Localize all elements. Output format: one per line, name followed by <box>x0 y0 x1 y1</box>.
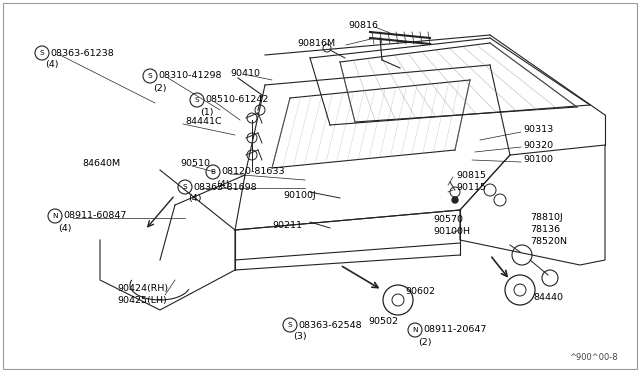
Text: 90410: 90410 <box>230 68 260 77</box>
Text: 78810J: 78810J <box>530 214 563 222</box>
Text: S: S <box>40 50 44 56</box>
Text: 90320: 90320 <box>523 141 553 150</box>
Text: 90816: 90816 <box>348 20 378 29</box>
Text: (2): (2) <box>418 337 431 346</box>
Text: ^900^00-8: ^900^00-8 <box>570 353 618 362</box>
Text: 08510-61242: 08510-61242 <box>205 96 268 105</box>
Text: (1): (1) <box>200 108 214 116</box>
Text: 78136: 78136 <box>530 225 560 234</box>
Text: 08120-81633: 08120-81633 <box>221 167 285 176</box>
Text: 84441C: 84441C <box>185 118 221 126</box>
Text: 90100J: 90100J <box>283 192 316 201</box>
Text: 08363-62548: 08363-62548 <box>298 321 362 330</box>
Text: N: N <box>412 327 418 333</box>
Text: (4): (4) <box>58 224 72 232</box>
Text: S: S <box>288 322 292 328</box>
Text: 90211: 90211 <box>272 221 302 230</box>
Text: 84440: 84440 <box>533 294 563 302</box>
Text: 90815: 90815 <box>456 170 486 180</box>
Text: 90313: 90313 <box>523 125 553 135</box>
Text: 08310-41298: 08310-41298 <box>158 71 221 80</box>
Text: 90425(LH): 90425(LH) <box>117 295 167 305</box>
Text: 08363-81698: 08363-81698 <box>193 183 257 192</box>
Text: (2): (2) <box>153 83 166 93</box>
Circle shape <box>452 197 458 203</box>
Text: (4): (4) <box>216 180 230 189</box>
Text: 90424(RH): 90424(RH) <box>117 283 168 292</box>
Text: 90570: 90570 <box>433 215 463 224</box>
Text: 90100: 90100 <box>523 155 553 164</box>
Text: 90816M: 90816M <box>297 38 335 48</box>
Text: 90510: 90510 <box>180 160 210 169</box>
Text: 08911-60847: 08911-60847 <box>63 212 126 221</box>
Text: (3): (3) <box>293 333 307 341</box>
Text: B: B <box>211 169 216 175</box>
Text: (4): (4) <box>188 195 202 203</box>
Text: 90115: 90115 <box>456 183 486 192</box>
Text: 90602: 90602 <box>405 288 435 296</box>
Text: 90100H: 90100H <box>433 228 470 237</box>
Text: 08911-20647: 08911-20647 <box>423 326 486 334</box>
Text: 78520N: 78520N <box>530 237 567 247</box>
Text: 08363-61238: 08363-61238 <box>50 48 114 58</box>
Text: 84640M: 84640M <box>82 160 120 169</box>
Text: S: S <box>148 73 152 79</box>
Text: (4): (4) <box>45 61 58 70</box>
Text: S: S <box>195 97 199 103</box>
Text: N: N <box>52 213 58 219</box>
Text: 90502: 90502 <box>368 317 398 327</box>
Text: S: S <box>182 184 188 190</box>
